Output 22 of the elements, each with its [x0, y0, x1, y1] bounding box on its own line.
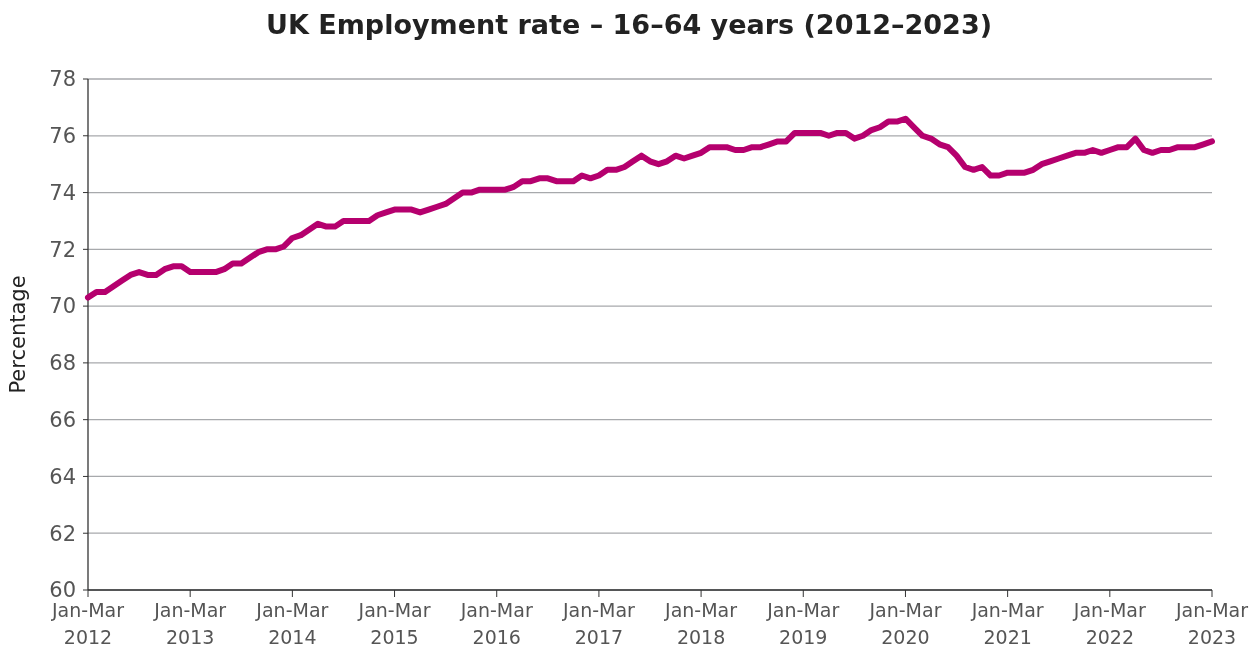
x-tick-label: Jan-Mar 2021	[970, 599, 1044, 648]
y-tick-label: 64	[49, 464, 76, 489]
x-tick-label: Jan-Mar 2015	[357, 599, 431, 648]
y-tick-label: 62	[49, 521, 76, 546]
y-tick-label: 74	[49, 180, 76, 205]
y-tick-label: 76	[49, 124, 76, 149]
x-tick-label: Jan-Mar 2014	[255, 599, 329, 648]
x-tick-label: Jan-Mar 2017	[561, 599, 636, 648]
x-tick-label: Jan-Mar 2020	[868, 599, 942, 648]
y-tick-label: 78	[49, 67, 76, 92]
x-tick-label: Jan-Mar 2018	[664, 599, 738, 648]
y-axis-title: Percentage	[6, 275, 30, 394]
x-tick-label: Jan-Mar 2016	[459, 599, 533, 648]
y-tick-label: 68	[49, 351, 76, 376]
y-tick-label: 66	[49, 408, 76, 433]
chart-title: UK Employment rate – 16–64 years (2012–2023)	[265, 9, 993, 40]
x-tick-label: Jan-Mar 2019	[766, 599, 840, 648]
x-tick-label: Jan-Mar 2022	[1072, 599, 1146, 648]
y-tick-label: 70	[49, 294, 76, 319]
x-tick-label: Jan-Mar 2013	[153, 599, 227, 648]
x-tick-label: Jan-Mar 2023	[1175, 599, 1249, 648]
y-tick-label: 72	[49, 237, 76, 262]
